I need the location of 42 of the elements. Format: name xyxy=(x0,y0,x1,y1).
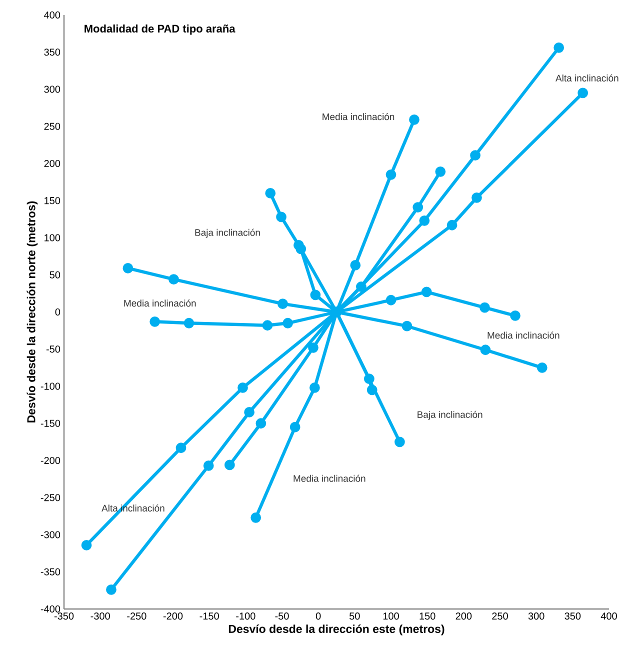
y-tick-label: -300 xyxy=(40,531,60,538)
x-tick-label: -100 xyxy=(236,612,256,620)
y-tick-label: 200 xyxy=(44,160,60,168)
x-tick-label: -300 xyxy=(90,612,110,620)
y-tick-label: -400 xyxy=(40,605,60,613)
x-tick-label: -250 xyxy=(127,612,146,620)
y-tick-label: 250 xyxy=(44,122,60,130)
x-tick-label: 250 xyxy=(492,612,508,620)
annotation: Media inclinación xyxy=(322,113,394,120)
y-tick-label: 400 xyxy=(44,11,60,19)
y-tick-label: -150 xyxy=(40,420,60,427)
x-tick-label: -50 xyxy=(275,612,289,620)
text: Modalidad de PAD tipo araña xyxy=(84,24,236,35)
y-tick-label: 300 xyxy=(44,86,60,93)
y-tick-label: -250 xyxy=(40,494,60,502)
annotation: Media inclinación xyxy=(294,474,366,482)
x-tick-label: 350 xyxy=(564,612,581,620)
y-tick-label: -350 xyxy=(40,568,60,576)
x-axis-title: Desvío desde la dirección este (metros) xyxy=(228,624,444,636)
y-tick-label: -100 xyxy=(40,382,60,390)
x-tick-label: 100 xyxy=(383,612,399,620)
y-tick-label: 50 xyxy=(50,271,60,278)
annotation: Media inclinación xyxy=(488,332,560,339)
y-tick-label: 350 xyxy=(44,48,60,56)
y-axis-title: Desvío desde la dirección norte (metros) xyxy=(26,201,38,422)
annotation: Baja inclinación xyxy=(195,228,260,238)
annotation: Baja inclinación xyxy=(418,410,482,420)
y-tick-label: -50 xyxy=(46,346,60,353)
x-tick-label: 400 xyxy=(600,612,617,620)
x-tick-label: 200 xyxy=(456,612,472,620)
annotation: Media inclinación xyxy=(124,300,196,307)
x-tick-label: -150 xyxy=(200,612,219,620)
y-tick-label: 150 xyxy=(44,197,60,204)
y-tick-label: 0 xyxy=(55,308,60,316)
y-tick-label: -200 xyxy=(40,456,60,464)
x-tick-label: 50 xyxy=(350,612,360,620)
x-tick-label: 0 xyxy=(316,612,321,620)
x-tick-label: 300 xyxy=(528,612,544,620)
annotation: Alta inclinación xyxy=(556,74,618,82)
y-tick-label: 100 xyxy=(44,234,60,242)
x-tick-label: -200 xyxy=(163,612,183,620)
x-tick-label: 150 xyxy=(420,612,436,620)
